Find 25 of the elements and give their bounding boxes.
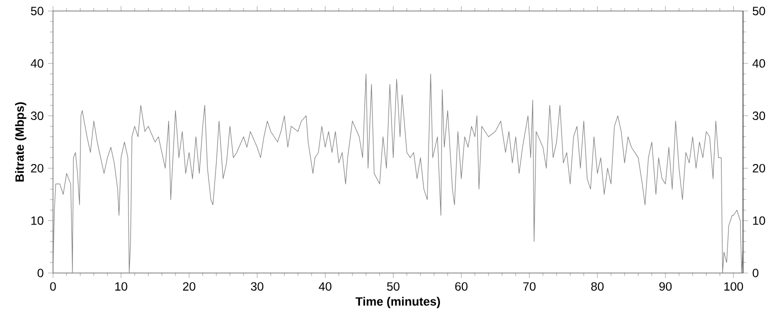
- x-tick-label: 80: [591, 282, 604, 291]
- y-tick-label: 40: [30, 59, 44, 68]
- x-tick-label: 10: [115, 282, 128, 291]
- y2-tick-label: 10: [753, 216, 766, 225]
- x-axis-title: Time (minutes): [356, 296, 440, 308]
- x-tick-label: 50: [387, 282, 400, 291]
- x-tick-label: 0: [50, 282, 56, 291]
- x-tick-label: 100: [724, 282, 744, 291]
- y-axis-title: Bitrate (Mbps): [15, 102, 26, 182]
- y2-tick-label: 50: [752, 6, 766, 16]
- y2-tick-label: 40: [752, 59, 766, 68]
- x-tick-label: 70: [523, 282, 536, 291]
- x-tick-label: 90: [659, 282, 672, 291]
- y-tick-label: 50: [30, 6, 44, 16]
- y-tick-label: 20: [31, 164, 44, 172]
- y2-tick-label: 0: [752, 268, 758, 278]
- y-tick-label: 10: [31, 216, 44, 225]
- x-tick-label: 30: [250, 282, 264, 291]
- y-tick-label: 30: [30, 112, 44, 120]
- y-tick-label: 0: [38, 268, 44, 278]
- x-tick-label: 20: [183, 282, 196, 291]
- x-tick-label: 60: [455, 282, 468, 291]
- y2-tick-label: 20: [752, 164, 766, 172]
- y2-tick-label: 30: [752, 112, 766, 120]
- x-tick-label: 40: [318, 282, 332, 291]
